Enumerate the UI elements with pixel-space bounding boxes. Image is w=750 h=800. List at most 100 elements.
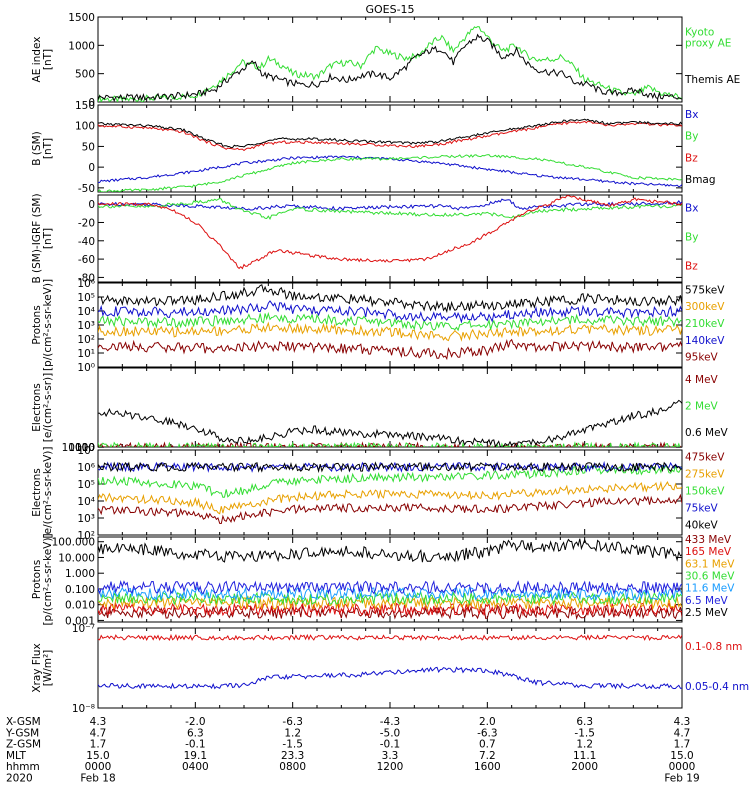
legend-entry: 75keV [685, 503, 719, 515]
series-line [98, 579, 682, 595]
series-line [98, 595, 682, 611]
legend-entry: 475keV [685, 452, 725, 464]
y-axis-label: Electrons [e/(cm²-s-sr)] [31, 373, 54, 442]
y-tick-label: 10⁷ [77, 445, 95, 457]
panel-frame [97, 104, 683, 193]
y-axis-label-line: [e/(cm²-s-sr)] [42, 373, 54, 442]
series-line [98, 284, 682, 314]
series-line [98, 399, 682, 447]
ephemeris-value: 3.3 [382, 750, 399, 762]
y-axis-label: AE index [nT] [31, 37, 54, 83]
ephemeris-value: 0400 [182, 761, 209, 773]
legend-entry: 275keV [685, 469, 725, 481]
legend-entry: 210keV [685, 318, 725, 330]
ephemeris-value: -6.3 [477, 727, 498, 739]
y-axis-label-line: [nT] [42, 138, 54, 159]
ephemeris-value: 2000 [571, 761, 598, 773]
legend-entry: Themis AE [684, 74, 740, 86]
y-axis-label: Protons [p/(cm²-s-sr-keV)] [31, 533, 54, 625]
series-line [98, 601, 682, 617]
legend-entry: 2 MeV [685, 401, 719, 413]
series-line [98, 195, 682, 270]
y-tick-label: 100 [75, 442, 95, 454]
y-tick-label: 10³ [77, 320, 95, 332]
legend-entry: 150keV [685, 486, 725, 498]
series-line [98, 591, 682, 606]
legend-entry: proxy AE [685, 37, 731, 49]
y-axis-label-line: [nT] [42, 49, 54, 70]
ephemeris-value: 4.7 [90, 727, 107, 739]
y-tick-label: 10⁰ [77, 362, 95, 374]
y-tick-label: -60 [78, 254, 95, 266]
y-tick-label: 1000 [68, 40, 95, 52]
ephemeris-value: 0000 [669, 761, 696, 773]
y-axis-label-line: [e/(cm²-s-sr-keV)] [42, 447, 54, 539]
legend-entry: 0.05-0.4 nm [685, 681, 749, 693]
y-tick-label: 10³ [77, 513, 95, 525]
ephemeris-value: 23.3 [281, 750, 304, 762]
y-tick-label: 0 [88, 199, 95, 211]
ephemeris-value: -2.0 [185, 716, 206, 728]
panel-frame [97, 627, 683, 709]
y-tick-label: 1500 [68, 12, 95, 24]
series-line [98, 198, 682, 211]
y-tick-label: 100.000 [52, 537, 95, 549]
ephemeris-value: Feb 19 [664, 773, 699, 785]
chart-title: GOES-15 [365, 3, 414, 16]
ephemeris-row-label: hhmm [6, 761, 40, 773]
ephemeris-value: -5.0 [380, 727, 401, 739]
y-axis-label-line: B (SM) [31, 131, 43, 165]
y-tick-label: 10⁶ [77, 462, 95, 474]
ephemeris-value: -1.5 [574, 727, 595, 739]
y-axis-label-line: Electrons [31, 468, 43, 517]
series-line [98, 633, 682, 642]
legend-entry: By [685, 131, 698, 143]
ephemeris-value: 2.0 [479, 716, 496, 728]
ephemeris-value: 1.2 [284, 727, 301, 739]
series-line [98, 338, 682, 361]
legend-entry: 433 MeV [685, 534, 732, 546]
ephemeris-value: -1.5 [282, 739, 303, 751]
panel-frame [97, 367, 683, 448]
ephemeris-value: 0.7 [479, 739, 496, 751]
y-axis-label-line: [W/m²] [42, 650, 54, 687]
y-axis-label-line: Electrons [31, 383, 43, 432]
y-tick-label: 0.100 [65, 584, 95, 596]
ephemeris-value: 11.1 [573, 750, 596, 762]
ephemeris-value: 4.3 [674, 716, 691, 728]
y-tick-label: 10⁵ [77, 479, 95, 491]
y-tick-label: 10¹ [77, 348, 95, 360]
y-axis-label: B (SM) [nT] [31, 131, 54, 165]
legend-entry: 40keV [685, 520, 719, 532]
ephemeris-value: 7.2 [479, 750, 496, 762]
y-axis-label-line: Protons [31, 305, 43, 344]
y-tick-label: 0.010 [65, 600, 95, 612]
legend-entry: 95keV [685, 352, 719, 364]
series-line [98, 118, 682, 149]
ephemeris-row-label: X-GSM [6, 716, 41, 728]
ephemeris-value: -4.3 [380, 716, 401, 728]
ephemeris-value: 1200 [377, 761, 404, 773]
y-tick-label: -20 [78, 217, 95, 229]
y-tick-label: -40 [78, 236, 95, 248]
series-line [98, 463, 682, 498]
ephemeris-value: 6.3 [576, 716, 593, 728]
y-tick-label: 1.000 [65, 568, 95, 580]
legend-entry: 4 MeV [685, 374, 719, 386]
series-line [98, 300, 682, 324]
ephemeris-value: 15.0 [86, 750, 109, 762]
ephemeris-value: 6.3 [187, 727, 204, 739]
legend-entry: Bx [685, 203, 698, 215]
y-tick-label: 500 [75, 69, 95, 81]
y-axis-label: Electrons [e/(cm²-s-sr-keV)] [31, 447, 54, 539]
series-line [98, 311, 682, 332]
ephemeris-row-label: MLT [6, 750, 26, 762]
y-tick-label: 0 [88, 162, 95, 174]
series-line [98, 154, 682, 192]
series-line [98, 493, 682, 525]
y-tick-label: 10⁻⁸ [72, 703, 95, 715]
ephemeris-value: -0.1 [380, 739, 401, 751]
legend-entry: 300keV [685, 301, 725, 313]
ephemeris-value: 1.7 [674, 739, 691, 751]
